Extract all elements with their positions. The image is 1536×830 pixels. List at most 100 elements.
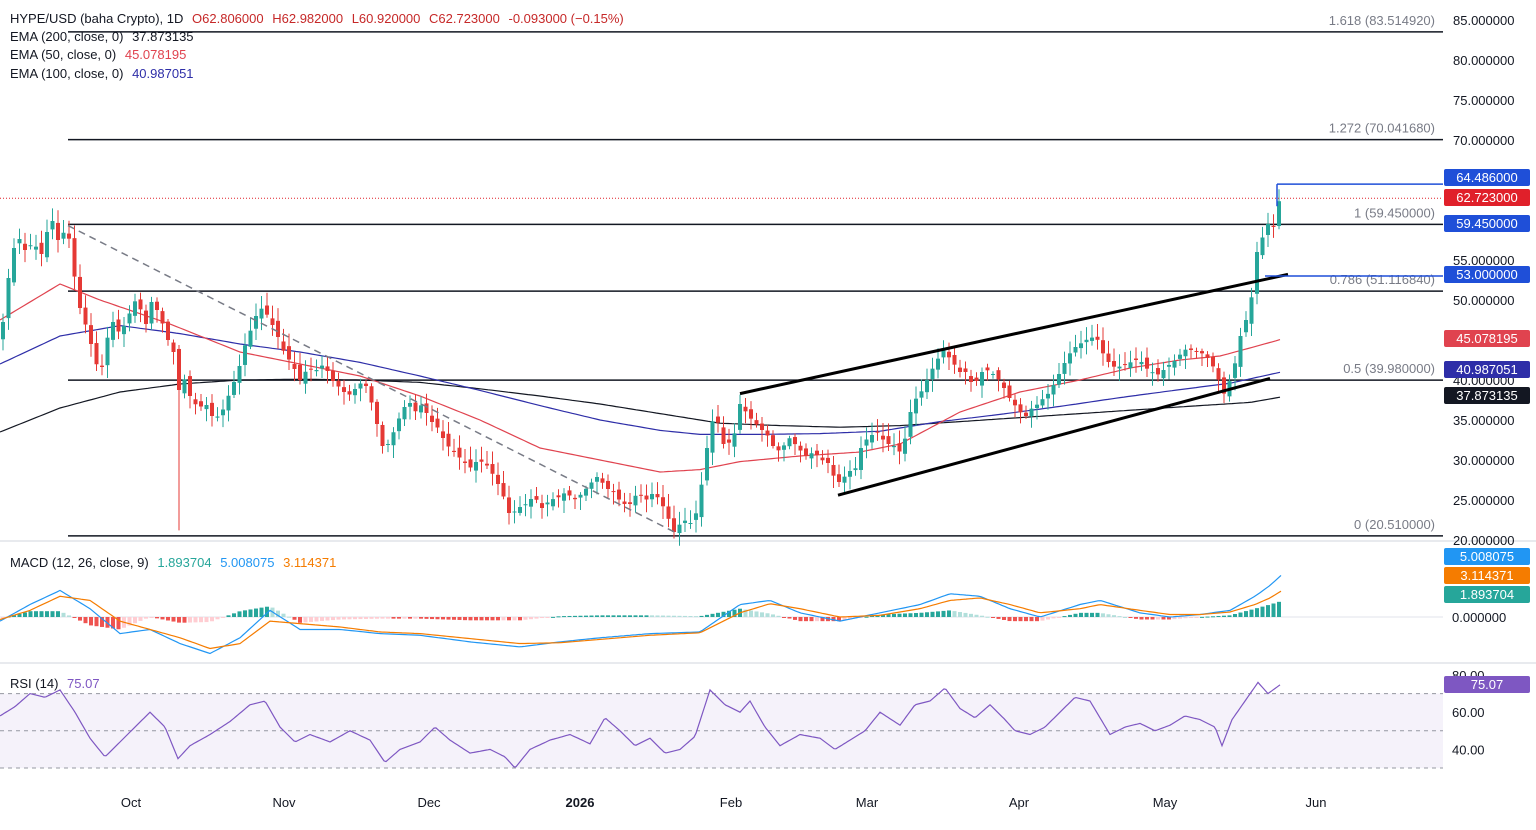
horizontal-levels[interactable]: [0, 183, 1443, 277]
candle-body: [1150, 372, 1155, 374]
macd-histogram-bar: [952, 611, 957, 617]
rsi-value: 75.07: [67, 676, 100, 691]
candle-body: [842, 476, 847, 483]
macd-histogram-bar: [1112, 615, 1116, 617]
candle-body: [529, 499, 533, 507]
macd-histogram-bar: [1167, 617, 1171, 620]
fib-label: 1.272 (70.041680): [1329, 121, 1435, 136]
candle-body: [303, 371, 308, 384]
ema50-badge: 45.078195: [1444, 330, 1530, 347]
ema100-line: [0, 324, 1281, 435]
candle-body: [650, 494, 654, 500]
macd-histogram-bar: [336, 617, 341, 620]
support-level-badge: 53.000000: [1444, 266, 1530, 283]
macd-histogram-bar: [342, 617, 346, 620]
macd-histogram-bar: [353, 617, 357, 620]
candle-body: [1178, 354, 1182, 359]
candle-body: [925, 380, 929, 393]
candle-body: [232, 382, 236, 395]
macd-legend[interactable]: MACD (12, 26, close, 9) 1.893704 5.00807…: [10, 555, 336, 571]
macd-histogram-bar: [375, 617, 379, 619]
price-tick-label: 50.000000: [1453, 293, 1514, 308]
macd-histogram-bar: [215, 617, 220, 620]
candle-body: [837, 474, 841, 482]
macd-histogram-bar: [710, 613, 715, 617]
macd-histogram-bar: [727, 610, 731, 617]
candle-body: [166, 321, 170, 340]
candle-body: [463, 461, 467, 463]
macd-histogram-bar: [331, 617, 335, 621]
candle-body: [116, 319, 121, 332]
candle-body: [793, 437, 797, 445]
macd-histogram-bar: [72, 617, 77, 619]
macd-histogram-bar: [534, 617, 539, 619]
candle-body: [727, 439, 731, 443]
candle-body: [534, 496, 539, 500]
macd-histogram-bar: [111, 617, 115, 629]
candle-body: [1244, 320, 1248, 333]
fib-label: 1.618 (83.514920): [1329, 13, 1435, 28]
macd-histogram-bar: [892, 613, 896, 617]
ema200-legend[interactable]: EMA (200, close, 0) 37.873135: [10, 29, 194, 45]
macd-histogram-bar: [969, 613, 973, 617]
candle-body: [567, 490, 572, 496]
candle-body: [72, 238, 77, 277]
macd-histogram-bar: [89, 617, 93, 626]
macd-histogram-bar: [584, 615, 588, 617]
candle-body: [881, 435, 885, 440]
candle-body: [490, 464, 495, 474]
candle-body: [826, 457, 830, 463]
macd-histogram-bar: [441, 617, 445, 620]
macd-histogram-bar: [457, 617, 462, 620]
channel-trendline: [739, 272, 1289, 396]
candle-body: [325, 366, 330, 371]
macd-histogram-bar: [265, 606, 269, 617]
macd-histogram-bar: [1205, 616, 1210, 618]
macd-histogram-bar: [171, 617, 176, 622]
candle-body: [952, 354, 957, 365]
macd-histogram-bar: [974, 614, 979, 617]
candle-body: [56, 222, 60, 240]
ema50-legend[interactable]: EMA (50, close, 0) 45.078195: [10, 47, 186, 63]
candle-body: [1079, 343, 1083, 349]
candle-body: [1101, 340, 1105, 354]
candle-body: [6, 278, 11, 319]
macd-histogram-bar: [1156, 617, 1160, 620]
price-tick-label: 85.000000: [1453, 13, 1514, 28]
macd-histogram-bar: [1029, 617, 1034, 622]
candle-body: [754, 420, 759, 425]
macd-histogram-bar: [298, 617, 302, 623]
candle-body: [1134, 358, 1138, 360]
macd-histogram-bar: [67, 615, 71, 617]
candle-body: [474, 462, 478, 471]
macd-histogram-bar: [507, 617, 511, 621]
macd-histogram-bar: [254, 608, 258, 617]
macd-histogram-bar: [760, 612, 764, 617]
macd-histogram-bar: [320, 617, 324, 621]
fibonacci-levels[interactable]: 1.618 (83.514920) 1.272 (70.041680) 1 (59.…: [68, 13, 1443, 537]
macd-histogram-bar: [562, 616, 566, 618]
candle-body: [408, 403, 412, 407]
ema200-label: EMA (200, close, 0): [10, 29, 124, 44]
candle-body: [1238, 336, 1243, 367]
trendlines[interactable]: [67, 224, 1289, 534]
candle-body: [716, 416, 720, 423]
rsi-tick-label: 40.00: [1452, 742, 1485, 757]
candle-body: [160, 311, 165, 324]
rsi-legend[interactable]: RSI (14) 75.07: [10, 676, 100, 692]
candle-body: [892, 446, 896, 448]
macd-histogram-bar: [144, 617, 148, 619]
symbol-legend[interactable]: HYPE/USD (baha Crypto), 1D O62.806000 H6…: [10, 11, 624, 27]
candle-body: [584, 488, 588, 496]
macd-histogram-bar: [210, 617, 214, 622]
time-axis-label: Apr: [1009, 795, 1030, 810]
macd-histogram-bar: [1211, 616, 1215, 618]
macd-histogram-bar: [1024, 617, 1028, 622]
macd-signal-value: 3.114371: [283, 555, 337, 570]
macd-histogram-bar: [639, 615, 643, 617]
candle-body: [17, 239, 22, 244]
macd-histogram-bar: [908, 613, 913, 617]
ema100-legend[interactable]: EMA (100, close, 0) 40.987051: [10, 66, 194, 82]
candle-body: [386, 444, 390, 445]
